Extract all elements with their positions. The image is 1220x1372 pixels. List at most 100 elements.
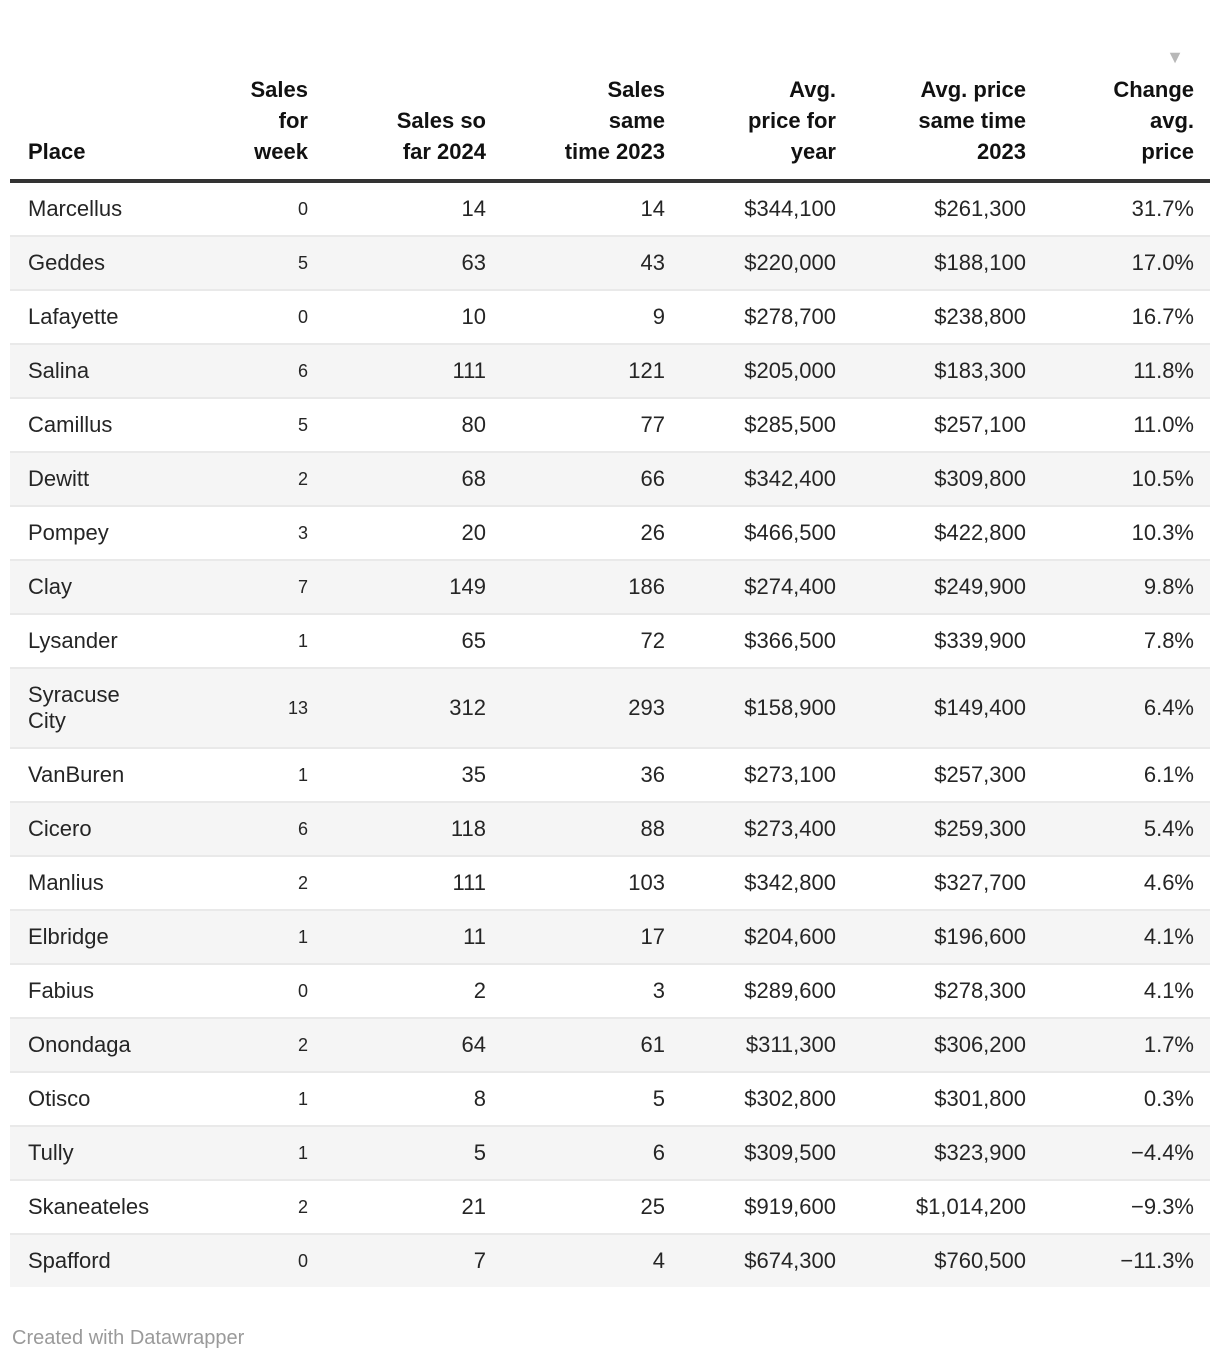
place-cell: Fabius bbox=[28, 978, 95, 1003]
cell-sales_2023: 5 bbox=[652, 1086, 665, 1111]
cell-avg_price_year: $274,400 bbox=[744, 574, 836, 599]
table-row: Pompey 3 20 26 $466,500 $422,800 10.3% bbox=[10, 506, 1210, 560]
place-cell: Syracuse City bbox=[28, 682, 120, 733]
cell-change_avg_price: −11.3% bbox=[1120, 1248, 1194, 1273]
cell-avg_price_year: $220,000 bbox=[744, 250, 836, 275]
cell-avg_price_year: $158,900 bbox=[744, 695, 836, 720]
cell-avg_price_year: $311,300 bbox=[745, 1032, 836, 1057]
cell-sales_2024: 14 bbox=[461, 196, 486, 221]
cell-sales_week: 2 bbox=[297, 469, 308, 489]
cell-change_avg_price: 9.8% bbox=[1143, 574, 1194, 599]
place-cell: Manlius bbox=[28, 870, 104, 895]
column-header-avg_price_year[interactable]: Avg. price for year bbox=[665, 0, 836, 183]
cell-sales_week: 13 bbox=[287, 698, 308, 718]
cell-change_avg_price: 4.1% bbox=[1143, 978, 1194, 1003]
column-header-avg_price_2023[interactable]: Avg. price same time 2023 bbox=[836, 0, 1026, 183]
datawrapper-credit[interactable]: Created with Datawrapper bbox=[12, 1327, 245, 1349]
cell-change_avg_price: 31.7% bbox=[1131, 196, 1194, 221]
cell-avg_price_2023: $1,014,200 bbox=[915, 1194, 1026, 1219]
cell-sales_2024: 20 bbox=[461, 520, 486, 545]
cell-sales_2023: 25 bbox=[640, 1194, 665, 1219]
cell-avg_price_year: $919,600 bbox=[744, 1194, 836, 1219]
column-header-label: Sales same time 2023 bbox=[564, 77, 665, 164]
cell-change_avg_price: 10.5% bbox=[1131, 466, 1194, 491]
cell-sales_2024: 11 bbox=[463, 924, 486, 949]
cell-sales_2023: 88 bbox=[640, 816, 665, 841]
column-header-sales_week[interactable]: Sales for week bbox=[152, 0, 309, 183]
table-row: Fabius 0 2 3 $289,600 $278,300 4.1% bbox=[10, 964, 1210, 1018]
cell-change_avg_price: 6.4% bbox=[1143, 695, 1194, 720]
column-header-place[interactable]: Place bbox=[10, 0, 152, 183]
column-header-label: Sales for week bbox=[250, 77, 309, 164]
cell-sales_2024: 8 bbox=[473, 1086, 486, 1111]
cell-sales_2023: 121 bbox=[628, 358, 665, 383]
cell-avg_price_2023: $257,300 bbox=[934, 762, 1026, 787]
cell-avg_price_year: $205,000 bbox=[744, 358, 836, 383]
table-row: Clay 7 149 186 $274,400 $249,900 9.8% bbox=[10, 560, 1210, 614]
cell-sales_2023: 26 bbox=[640, 520, 665, 545]
cell-change_avg_price: 11.8% bbox=[1133, 358, 1194, 383]
column-header-label: Change avg. price bbox=[1113, 77, 1194, 164]
column-header-sales_2024[interactable]: Sales so far 2024 bbox=[308, 0, 486, 183]
place-cell: Dewitt bbox=[28, 466, 90, 491]
place-cell: Pompey bbox=[28, 520, 109, 545]
cell-change_avg_price: 7.8% bbox=[1143, 628, 1194, 653]
cell-sales_2024: 111 bbox=[452, 870, 486, 895]
table-row: Dewitt 2 68 66 $342,400 $309,800 10.5% bbox=[10, 452, 1210, 506]
cell-sales_2024: 312 bbox=[449, 695, 486, 720]
table-row: Tully 1 5 6 $309,500 $323,900 −4.4% bbox=[10, 1126, 1210, 1180]
cell-sales_2024: 10 bbox=[461, 304, 486, 329]
cell-sales_week: 1 bbox=[297, 631, 308, 651]
cell-sales_2024: 68 bbox=[461, 466, 486, 491]
table-row: Syracuse City 13 312 293 $158,900 $149,400 6.4… bbox=[10, 668, 1210, 748]
cell-avg_price_2023: $306,200 bbox=[934, 1032, 1026, 1057]
column-header-change_avg_price[interactable]: ▼ Change avg. price bbox=[1026, 0, 1210, 183]
cell-avg_price_2023: $760,500 bbox=[934, 1248, 1026, 1273]
cell-avg_price_2023: $327,700 bbox=[934, 870, 1026, 895]
cell-sales_week: 1 bbox=[297, 765, 308, 785]
place-cell: Elbridge bbox=[28, 924, 109, 949]
column-header-label: Place bbox=[28, 139, 86, 164]
cell-sales_2024: 64 bbox=[461, 1032, 486, 1057]
cell-sales_2024: 21 bbox=[461, 1194, 486, 1219]
table-body: Marcellus 0 14 14 $344,100 $261,300 31.7% Gedde… bbox=[10, 181, 1210, 1287]
cell-avg_price_2023: $323,900 bbox=[934, 1140, 1026, 1165]
cell-sales_2023: 77 bbox=[640, 412, 665, 437]
cell-sales_2024: 7 bbox=[473, 1248, 486, 1273]
place-cell: Marcellus bbox=[28, 196, 123, 221]
cell-change_avg_price: 4.1% bbox=[1143, 924, 1194, 949]
cell-change_avg_price: −9.3% bbox=[1131, 1194, 1194, 1219]
cell-sales_2024: 2 bbox=[473, 978, 486, 1003]
place-cell: Otisco bbox=[28, 1086, 91, 1111]
cell-sales_2024: 80 bbox=[461, 412, 486, 437]
cell-sales_2023: 14 bbox=[640, 196, 665, 221]
cell-sales_2023: 186 bbox=[628, 574, 665, 599]
cell-avg_price_year: $285,500 bbox=[744, 412, 836, 437]
cell-avg_price_year: $278,700 bbox=[744, 304, 836, 329]
cell-avg_price_year: $309,500 bbox=[744, 1140, 836, 1165]
cell-sales_2023: 293 bbox=[628, 695, 665, 720]
cell-change_avg_price: 16.7% bbox=[1131, 304, 1194, 329]
table-row: Geddes 5 63 43 $220,000 $188,100 17.0% bbox=[10, 236, 1210, 290]
cell-sales_2023: 43 bbox=[640, 250, 665, 275]
cell-sales_2023: 61 bbox=[640, 1032, 665, 1057]
cell-avg_price_2023: $149,400 bbox=[934, 695, 1026, 720]
cell-sales_2024: 5 bbox=[473, 1140, 486, 1165]
cell-sales_2024: 149 bbox=[449, 574, 486, 599]
place-cell: Skaneateles bbox=[28, 1194, 150, 1219]
cell-avg_price_2023: $196,600 bbox=[934, 924, 1026, 949]
cell-sales_2023: 6 bbox=[652, 1140, 665, 1165]
table-row: Otisco 1 8 5 $302,800 $301,800 0.3% bbox=[10, 1072, 1210, 1126]
table-row: Manlius 2 111 103 $342,800 $327,700 4.6% bbox=[10, 856, 1210, 910]
cell-sales_week: 1 bbox=[297, 1089, 308, 1109]
column-header-sales_2023[interactable]: Sales same time 2023 bbox=[486, 0, 665, 183]
place-cell: Camillus bbox=[28, 412, 113, 437]
cell-change_avg_price: 5.4% bbox=[1143, 816, 1194, 841]
column-header-label: Avg. price same time 2023 bbox=[918, 77, 1026, 164]
place-cell: Tully bbox=[28, 1140, 74, 1165]
cell-change_avg_price: 6.1% bbox=[1143, 762, 1194, 787]
cell-avg_price_2023: $238,800 bbox=[934, 304, 1026, 329]
table-row: Lysander 1 65 72 $366,500 $339,900 7.8% bbox=[10, 614, 1210, 668]
cell-avg_price_year: $342,400 bbox=[744, 466, 836, 491]
